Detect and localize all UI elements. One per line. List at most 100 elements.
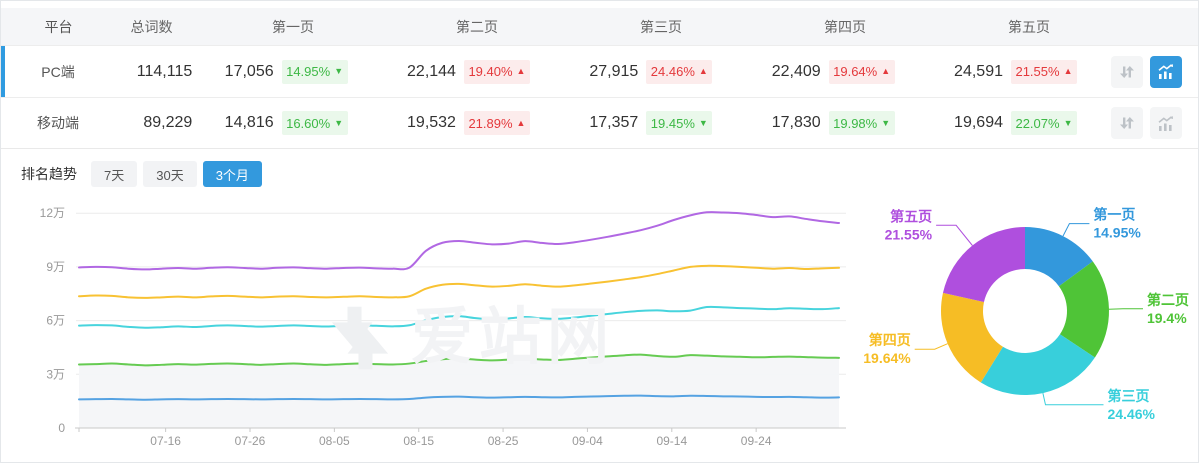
trend-line-chart: 0 3万 6万 9万 12万 07-16 07-26 08-05 08-15 08-25 09-04… bbox=[40, 206, 846, 448]
tab-range-1[interactable]: 7天 bbox=[91, 161, 138, 187]
row-actions bbox=[1110, 107, 1198, 139]
header-actions bbox=[1121, 8, 1198, 45]
page-distribution-donut: 第一页 14.95% 第二页 19.4% 第三页 24.46% 第四页 19.64% 第五页 21… bbox=[863, 207, 1189, 422]
page-count: 22,144 bbox=[407, 62, 456, 80]
donut-label-percent: 24.46% bbox=[1107, 406, 1155, 422]
page-count: 22,409 bbox=[771, 62, 821, 80]
tab-range-2[interactable]: 30天 bbox=[143, 161, 197, 187]
change-value: 19.98% bbox=[833, 115, 878, 131]
page-count: 14,816 bbox=[224, 114, 274, 131]
down-triangle-icon: ▼ bbox=[881, 117, 891, 128]
selected-indicator bbox=[1, 46, 5, 97]
change-badge: 21.55% ▲ bbox=[1010, 59, 1077, 84]
donut-label-percent: 21.55% bbox=[885, 226, 933, 242]
donut-label-name: 第一页 bbox=[1093, 207, 1135, 223]
change-badge: 19.64% ▲ bbox=[828, 59, 895, 84]
sort-button[interactable] bbox=[1110, 107, 1143, 139]
svg-text:12万: 12万 bbox=[40, 206, 65, 220]
donut-label-percent: 14.95% bbox=[1093, 225, 1141, 241]
svg-text:3万: 3万 bbox=[46, 367, 65, 381]
change-badge: 16.60% ▼ bbox=[281, 111, 348, 135]
svg-text:08-15: 08-15 bbox=[403, 434, 434, 448]
donut-label-name: 第二页 bbox=[1147, 292, 1189, 308]
table-header: 平台 总词数 第一页 第二页 第三页 第四页 第五页 bbox=[1, 8, 1198, 46]
svg-text:6万: 6万 bbox=[46, 314, 65, 328]
donut-label-percent: 19.4% bbox=[1147, 310, 1187, 326]
change-value: 21.55% bbox=[1015, 64, 1060, 79]
change-value: 21.89% bbox=[468, 115, 513, 131]
swap-arrows-icon bbox=[1119, 65, 1134, 78]
sort-button[interactable] bbox=[1110, 55, 1143, 88]
trend-section: 排名趋势 7天 30天 3个月 0 3万 6万 9万 12万 07-16 07-26 08-05 0… bbox=[1, 148, 1198, 462]
change-badge: 24.46% ▲ bbox=[646, 59, 713, 84]
svg-text:07-16: 07-16 bbox=[150, 434, 181, 448]
total-words-value: 89,229 bbox=[143, 114, 193, 131]
header-platform: 平台 bbox=[44, 18, 73, 35]
trend-chart-icon bbox=[1158, 115, 1173, 131]
svg-text:0: 0 bbox=[58, 421, 65, 435]
donut-label-percent: 19.64% bbox=[863, 350, 911, 366]
trend-title: 排名趋势 bbox=[21, 166, 77, 182]
up-triangle-icon: ▲ bbox=[698, 66, 708, 76]
page-cell-3: 27,915 24.46% ▲ bbox=[564, 59, 746, 84]
svg-text:09-24: 09-24 bbox=[741, 434, 772, 448]
swap-arrows-icon bbox=[1119, 117, 1134, 129]
rank-table: 平台 总词数 第一页 第二页 第三页 第四页 第五页 PC端 114,115 17,056 14.… bbox=[1, 1, 1198, 148]
change-badge: 22.07% ▼ bbox=[1010, 111, 1077, 135]
change-value: 14.95% bbox=[286, 64, 331, 79]
table-row[interactable]: PC端 114,115 17,056 14.95% ▼ 22,144 19.40% ▲ 27,9… bbox=[1, 46, 1198, 98]
page-count: 17,830 bbox=[771, 114, 821, 131]
page-count: 24,591 bbox=[954, 62, 1003, 80]
donut-slice-第三页[interactable] bbox=[980, 334, 1095, 396]
header-page-1: 第一页 bbox=[272, 18, 314, 35]
up-triangle-icon: ▲ bbox=[516, 66, 526, 76]
change-badge: 19.40% ▲ bbox=[463, 59, 530, 84]
table-row[interactable]: 移动端 89,229 14,816 16.60% ▼ 19,532 21.89% ▲ 17,35… bbox=[1, 98, 1198, 148]
svg-text:08-05: 08-05 bbox=[319, 434, 350, 448]
down-triangle-icon: ▼ bbox=[698, 117, 708, 128]
change-badge: 14.95% ▼ bbox=[281, 59, 348, 84]
header-total: 总词数 bbox=[130, 18, 173, 35]
change-value: 19.40% bbox=[468, 64, 513, 79]
platform-label: 移动端 bbox=[36, 115, 79, 131]
svg-text:09-04: 09-04 bbox=[572, 434, 603, 448]
change-value: 24.46% bbox=[650, 64, 695, 79]
chart-area: 0 3万 6万 9万 12万 07-16 07-26 08-05 08-15 08-25 09-04… bbox=[1, 187, 1198, 462]
change-value: 19.45% bbox=[650, 115, 695, 131]
donut-slice-第五页[interactable] bbox=[942, 227, 1025, 302]
up-triangle-icon: ▲ bbox=[516, 117, 526, 128]
page-cell-5: 19,694 22.07% ▼ bbox=[929, 111, 1111, 135]
table-body: PC端 114,115 17,056 14.95% ▼ 22,144 19.40% ▲ 27,9… bbox=[1, 46, 1198, 148]
change-value: 22.07% bbox=[1015, 115, 1060, 131]
donut-slice-第一页[interactable] bbox=[1025, 227, 1093, 287]
change-value: 16.60% bbox=[286, 115, 331, 131]
donut-slice-第二页[interactable] bbox=[1058, 261, 1110, 358]
row-actions bbox=[1110, 55, 1198, 88]
page-count: 19,694 bbox=[954, 114, 1003, 131]
change-badge: 19.98% ▼ bbox=[828, 111, 895, 135]
show-chart-button[interactable] bbox=[1149, 107, 1182, 139]
donut-label-name: 第四页 bbox=[869, 332, 911, 348]
header-page-4: 第四页 bbox=[824, 18, 866, 35]
trend-range-tabs: 7天 30天 3个月 bbox=[91, 161, 262, 187]
down-triangle-icon: ▼ bbox=[334, 66, 344, 76]
page-count: 17,056 bbox=[224, 62, 274, 80]
down-triangle-icon: ▼ bbox=[1063, 117, 1073, 128]
header-page-2: 第二页 bbox=[456, 18, 498, 35]
header-page-3: 第三页 bbox=[640, 18, 682, 35]
change-badge: 21.89% ▲ bbox=[463, 111, 530, 135]
page-count: 27,915 bbox=[589, 62, 639, 80]
page-cell-4: 22,409 19.64% ▲ bbox=[746, 59, 928, 84]
down-triangle-icon: ▼ bbox=[334, 117, 344, 128]
trend-chart-icon bbox=[1158, 64, 1173, 79]
svg-text:9万: 9万 bbox=[46, 260, 65, 274]
donut-label-name: 第五页 bbox=[890, 208, 932, 224]
page-cell-4: 17,830 19.98% ▼ bbox=[746, 111, 928, 135]
header-page-5: 第五页 bbox=[1008, 18, 1050, 35]
svg-text:07-26: 07-26 bbox=[235, 434, 266, 448]
donut-slice-第四页[interactable] bbox=[941, 292, 1003, 383]
tab-range-3[interactable]: 3个月 bbox=[202, 161, 262, 187]
show-chart-button[interactable] bbox=[1149, 55, 1182, 88]
svg-text:09-14: 09-14 bbox=[656, 434, 687, 448]
